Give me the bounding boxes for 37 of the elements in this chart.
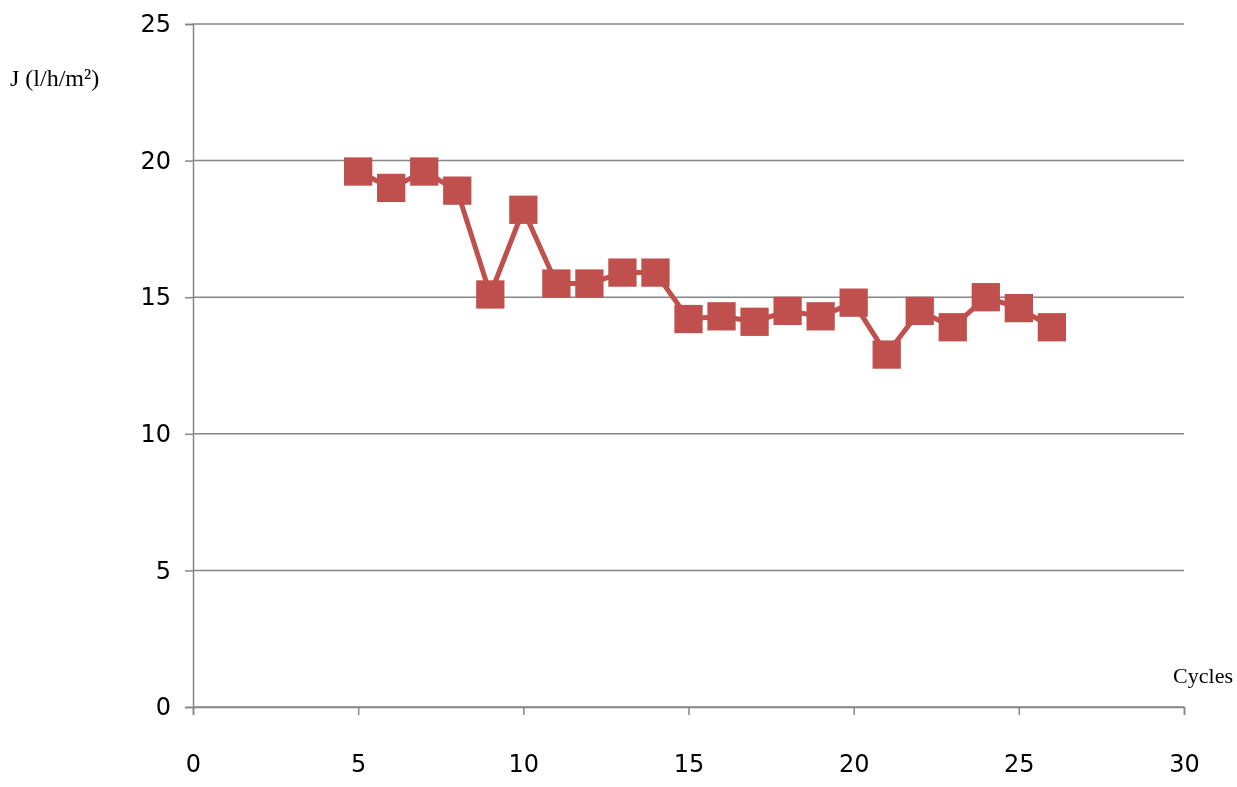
y-tick-label: 15 (140, 283, 171, 312)
point (773, 296, 802, 325)
x-tick-label: 5 (351, 750, 367, 779)
point (575, 269, 604, 298)
point (971, 283, 1000, 312)
point (1037, 313, 1067, 342)
x-tick-label: 15 (673, 750, 705, 779)
x-tick-label: 20 (838, 750, 870, 779)
y-tick-label: 5 (155, 556, 171, 585)
point (344, 157, 373, 186)
point (410, 157, 439, 186)
point (509, 195, 538, 224)
y-tick-label: 10 (140, 419, 171, 448)
point (1004, 293, 1033, 323)
point (806, 302, 835, 331)
point (707, 302, 736, 331)
point (872, 340, 901, 369)
y-tick-label: 20 (140, 146, 171, 175)
point (740, 307, 769, 336)
point (608, 258, 637, 287)
y-tick-label: 25 (140, 10, 171, 39)
point (839, 288, 868, 317)
point (476, 280, 505, 309)
y-axis-title: J (l/h/m²) (10, 65, 100, 91)
x-tick-label: 25 (1004, 750, 1035, 779)
x-tick-label: 30 (1169, 750, 1200, 779)
point (641, 258, 670, 287)
point (542, 269, 571, 298)
point (377, 173, 406, 203)
point (905, 296, 934, 325)
x-axis-title: Cycles (1173, 663, 1233, 688)
x-tick-label: 10 (508, 750, 540, 779)
point (443, 176, 472, 205)
point (938, 313, 967, 342)
y-tick-label: 0 (155, 693, 171, 722)
x-tick-label: 0 (185, 750, 202, 779)
point (674, 304, 703, 334)
